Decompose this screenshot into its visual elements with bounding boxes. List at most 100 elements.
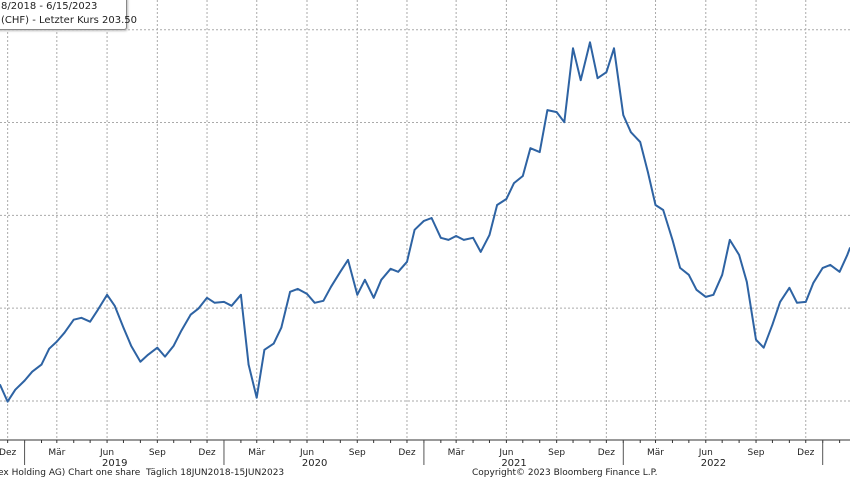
data-point	[23, 379, 26, 382]
data-point	[796, 302, 798, 304]
data-point	[389, 268, 392, 270]
data-point	[113, 304, 116, 307]
data-point	[180, 329, 183, 332]
data-point	[605, 71, 608, 74]
data-point	[40, 363, 43, 366]
data-point	[546, 109, 549, 111]
data-point	[240, 294, 242, 296]
data-point	[821, 267, 824, 269]
data-point	[206, 296, 208, 299]
data-point	[130, 344, 132, 347]
data-point	[812, 281, 815, 284]
x-tick-label: Mär	[647, 448, 664, 458]
data-point	[313, 302, 316, 304]
data-point	[372, 296, 375, 299]
data-point	[172, 344, 175, 347]
data-point	[263, 348, 266, 351]
data-point	[589, 41, 591, 44]
data-point	[280, 326, 283, 329]
data-point	[164, 355, 166, 358]
data-point	[14, 388, 17, 391]
year-label: 2020	[302, 458, 327, 469]
data-point	[695, 289, 698, 291]
data-point	[322, 299, 325, 302]
legend-last-price: (CHF) - Letzter Kurs 203.50	[1, 15, 137, 26]
data-point	[364, 278, 366, 281]
x-tick-label: Mär	[248, 448, 265, 458]
data-point	[96, 309, 99, 311]
data-point	[579, 79, 582, 82]
data-point	[829, 264, 832, 266]
data-point	[462, 239, 465, 241]
data-point	[529, 147, 532, 149]
data-point	[630, 131, 632, 133]
data-point	[555, 111, 558, 113]
price-series	[0, 41, 850, 403]
data-point	[31, 370, 34, 373]
x-axis: Dez Mär Jun Sep Dez Mär Jun Sep Dez Mär Jun Sep Dez M…	[0, 439, 850, 469]
data-point	[572, 47, 574, 50]
data-point	[48, 347, 50, 350]
data-point	[671, 239, 674, 241]
data-point	[356, 294, 359, 296]
data-point	[622, 114, 625, 116]
data-point	[455, 235, 457, 237]
x-tick-label: Mär	[48, 448, 65, 458]
data-point	[729, 239, 731, 241]
data-point	[521, 175, 524, 177]
data-point	[80, 317, 83, 319]
data-point	[538, 151, 541, 153]
data-point	[223, 301, 225, 303]
data-point	[647, 171, 649, 173]
x-tick-label: Dez	[598, 448, 615, 458]
x-tick-label: Sep	[149, 448, 166, 458]
data-point	[63, 331, 66, 334]
data-point	[505, 198, 508, 200]
data-point	[397, 270, 400, 273]
data-point	[255, 396, 258, 399]
year-label: 2021	[501, 458, 526, 469]
data-point	[804, 301, 807, 303]
data-point	[423, 220, 425, 222]
data-point	[213, 302, 216, 304]
x-tick-label: Sep	[548, 448, 565, 458]
data-point	[380, 278, 383, 281]
data-point	[56, 340, 58, 343]
data-point	[654, 204, 657, 206]
data-point	[838, 270, 841, 273]
data-point	[339, 270, 342, 273]
data-point	[440, 237, 442, 239]
data-point	[147, 353, 149, 356]
data-point	[755, 338, 757, 341]
data-point	[513, 182, 515, 184]
data-point	[122, 326, 125, 329]
x-tick-label: Jun	[299, 448, 314, 458]
data-point	[613, 47, 615, 50]
data-point	[189, 313, 192, 316]
data-point	[347, 259, 349, 261]
x-tick-label: Dez	[198, 448, 215, 458]
data-point	[738, 254, 740, 256]
data-point	[306, 293, 308, 295]
footer-chart-info: ex Holding AG) Chart one share Täglich 1…	[0, 468, 285, 478]
data-point	[139, 360, 142, 363]
data-point	[330, 286, 332, 288]
data-point	[788, 286, 791, 289]
data-point	[479, 251, 482, 253]
data-point	[721, 273, 723, 276]
x-tick-label: Sep	[748, 448, 765, 458]
data-point	[662, 209, 664, 211]
data-point	[472, 237, 474, 239]
data-point	[0, 383, 1, 386]
data-point	[712, 294, 715, 296]
data-point	[704, 296, 707, 298]
data-point	[762, 346, 765, 349]
data-point	[197, 307, 200, 310]
data-point	[72, 318, 75, 321]
data-point	[156, 346, 159, 349]
data-point	[272, 342, 275, 345]
data-point	[230, 304, 233, 307]
x-tick-label: Jun	[698, 448, 713, 458]
data-point	[413, 229, 416, 231]
